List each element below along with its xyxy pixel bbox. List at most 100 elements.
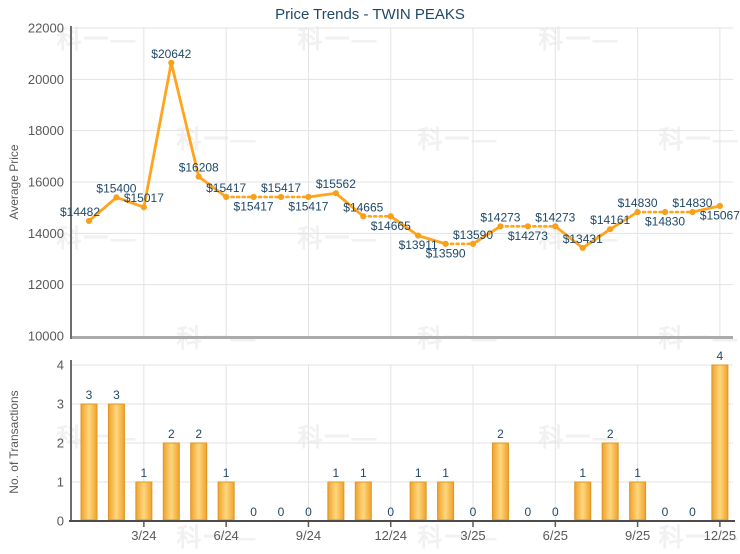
txn-x-tick-label: 9/25	[625, 528, 650, 543]
txn-x-tick-label: 12/24	[374, 528, 407, 543]
price-line-segment	[142, 61, 173, 209]
price-point-label: $14161	[590, 213, 630, 227]
price-line-segment	[115, 195, 146, 209]
txn-y-tick-label: 2	[57, 436, 64, 451]
txn-bar-value-label: 0	[552, 505, 559, 519]
price-point-label: $14830	[645, 215, 685, 229]
price-point-marker	[277, 193, 285, 201]
txn-bar-value-label: 4	[717, 349, 724, 363]
txn-bar	[629, 481, 647, 521]
price-point-marker	[579, 244, 586, 252]
watermark: 科一—	[297, 424, 379, 452]
txn-bar-value-label: 1	[634, 466, 641, 480]
txn-bar	[80, 403, 98, 521]
txn-x-tick-label: 12/25	[704, 528, 737, 543]
price-line-segment	[169, 61, 201, 179]
price-point-marker	[634, 208, 641, 216]
txn-y-tick-label: 4	[57, 358, 64, 373]
txn-bar	[327, 481, 345, 521]
price-point-marker	[469, 240, 477, 247]
price-point-label: $13590	[426, 246, 466, 260]
txn-bar-value-label: 3	[113, 388, 120, 402]
txn-bar-value-label: 0	[278, 505, 285, 519]
txn-x-tick-label: 6/25	[543, 528, 568, 543]
txn-bar	[162, 442, 180, 521]
price-point-marker	[223, 193, 230, 201]
price-point-label: $14273	[535, 210, 575, 224]
txn-bar-value-label: 0	[662, 505, 669, 519]
txn-bar-value-label: 0	[689, 505, 696, 519]
txn-bar-value-label: 3	[86, 388, 93, 402]
watermark: 科一—	[297, 225, 379, 253]
price-line-segment	[608, 210, 639, 231]
txn-bar	[711, 364, 729, 521]
watermark: 科一—	[176, 523, 258, 552]
price-y-tick-label: 18000	[28, 123, 64, 138]
watermark: 科一—	[658, 523, 740, 552]
price-line-segment	[691, 204, 722, 214]
txn-bar-value-label: 0	[525, 505, 532, 519]
price-point-marker	[661, 208, 669, 216]
txn-x-tick-label: 3/25	[460, 528, 485, 543]
txn-bar-value-label: 0	[305, 505, 312, 519]
txn-bar	[437, 481, 455, 521]
txn-bar-value-label: 0	[470, 505, 477, 519]
price-point-label: $15067	[700, 208, 740, 222]
price-point-marker	[497, 223, 504, 230]
price-line-segment	[197, 175, 228, 199]
price-point-label: $15400	[96, 181, 136, 195]
price-point-label: $15417	[288, 199, 328, 213]
price-line-segment	[581, 227, 612, 250]
price-point-label: $15417	[234, 199, 274, 213]
txn-bar-value-label: 1	[360, 466, 367, 480]
txn-bar-value-label: 1	[579, 466, 586, 480]
price-point-marker	[689, 208, 696, 216]
txn-bar-value-label: 2	[497, 427, 504, 441]
txn-y-tick-label: 3	[57, 397, 64, 412]
price-line-segment	[334, 191, 365, 218]
price-chart: 22000 20000 18000 16000 14000 12000 10000 $1448…	[28, 21, 740, 344]
price-point-marker	[113, 194, 120, 201]
price-line-segment	[416, 234, 447, 246]
price-point-marker	[250, 193, 257, 201]
txn-bar	[135, 481, 153, 521]
price-point-marker	[168, 59, 175, 66]
price-line-segment	[87, 195, 118, 223]
price-point-label: $14482	[60, 205, 100, 219]
txn-bar-value-label: 2	[607, 427, 614, 441]
txn-y-tick-label: 1	[57, 475, 64, 490]
transactions-axis-title: No. of Transactions	[7, 390, 21, 494]
txn-bar	[574, 481, 592, 521]
price-point-marker	[332, 190, 339, 197]
price-point-marker	[140, 204, 147, 211]
price-point-label: $16208	[179, 161, 219, 175]
txn-bar-value-label: 1	[415, 466, 422, 480]
price-line-segment	[389, 214, 420, 238]
txn-bar-value-label: 0	[387, 505, 394, 519]
price-point-marker	[552, 223, 559, 230]
txn-bar	[601, 442, 619, 521]
price-point-marker	[524, 223, 531, 230]
txn-bar-value-label: 1	[141, 466, 148, 480]
price-point-label: $14273	[480, 210, 520, 224]
watermark: 科一—	[538, 26, 620, 54]
price-point-label: $13590	[453, 228, 493, 242]
price-point-marker	[442, 240, 449, 247]
price-y-tick-label: 12000	[28, 277, 64, 292]
price-point-label: $15417	[206, 181, 246, 195]
price-point-marker	[415, 232, 422, 239]
txn-bar	[190, 442, 208, 521]
price-point-label: $14665	[343, 200, 383, 214]
txn-bar-value-label: 1	[442, 466, 449, 480]
txn-x-tick-label: 3/24	[131, 528, 156, 543]
price-point-label: $14830	[672, 196, 712, 210]
price-point-label: $20642	[151, 47, 191, 61]
txn-bar	[107, 403, 125, 521]
price-point-label: $14830	[618, 196, 658, 210]
txn-y-tick-label: 0	[57, 514, 64, 529]
price-line-segment	[471, 224, 502, 246]
price-axis-title: Average Price	[7, 144, 21, 220]
watermark: 科一—	[417, 523, 499, 552]
chart-title: Price Trends - TWIN PEAKS	[275, 6, 465, 23]
